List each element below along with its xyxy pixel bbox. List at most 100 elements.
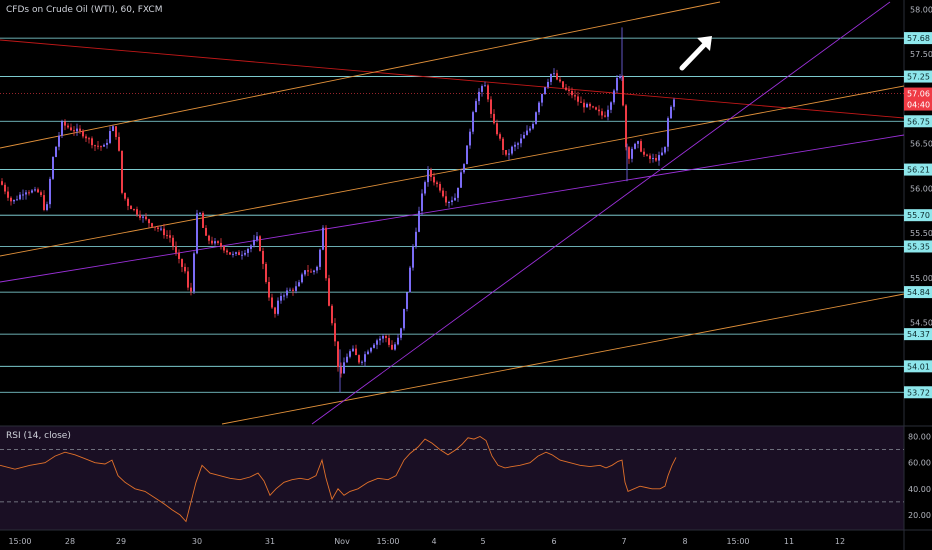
candle-body-172: [517, 143, 519, 145]
candle-body-208: [625, 105, 627, 148]
candle-body-194: [583, 102, 585, 108]
candle-body-72: [217, 241, 219, 243]
candle-body-70: [211, 240, 213, 244]
candle-body-127: [382, 335, 384, 339]
candle-body-78: [235, 252, 237, 254]
candle-body-197: [592, 106, 594, 108]
candle-body-170: [511, 146, 513, 154]
candle-body-2: [7, 191, 9, 198]
price-level-label-4: 55.70: [907, 211, 930, 220]
candle-body-75: [226, 250, 228, 253]
candle-body-131: [394, 344, 396, 350]
rsi-tick-label-1: 60.00: [908, 459, 931, 468]
red-trend-line: [0, 39, 905, 119]
rsi-tick-label-3: 20.00: [908, 511, 931, 520]
candle-body-105: [316, 266, 318, 271]
candle-body-104: [313, 270, 315, 273]
candle-body-119: [358, 355, 360, 363]
candle-body-128: [385, 335, 387, 339]
time-tick-label-13: 11: [784, 537, 794, 546]
time-tick-label-9: 6: [551, 537, 556, 546]
candle-body-222: [667, 118, 669, 147]
candle-body-168: [505, 150, 507, 155]
candle-body-33: [100, 146, 102, 148]
candle-body-134: [403, 308, 405, 329]
candle-body-90: [271, 297, 273, 308]
candle-body-22: [67, 125, 69, 128]
candle-body-160: [481, 86, 483, 92]
candles: [1, 27, 675, 393]
candle-body-98: [295, 286, 297, 291]
time-tick-label-11: 8: [682, 537, 687, 546]
candle-body-0: [1, 181, 3, 185]
candle-body-169: [508, 153, 510, 155]
candle-body-206: [619, 76, 621, 78]
purple-trend-line-2: [311, 1, 891, 425]
candle-body-132: [397, 337, 399, 345]
candle-body-219: [658, 155, 660, 161]
candle-body-25: [76, 128, 78, 132]
candle-body-64: [193, 253, 195, 292]
candle-body-151: [454, 197, 456, 201]
candle-body-82: [247, 248, 249, 253]
candle-body-189: [568, 89, 570, 91]
candle-body-31: [94, 145, 96, 147]
candle-body-180: [541, 94, 543, 103]
candle-body-167: [502, 138, 504, 151]
time-tick-label-1: 28: [65, 537, 75, 546]
candle-body-62: [187, 271, 189, 288]
candle-body-216: [649, 155, 651, 159]
candle-body-9: [28, 192, 30, 194]
candle-body-18: [55, 146, 57, 157]
candle-body-188: [565, 87, 567, 90]
candle-body-139: [418, 210, 420, 232]
candle-body-73: [220, 242, 222, 247]
current-price-label: 57.06: [907, 90, 930, 99]
candle-body-157: [472, 112, 474, 132]
candle-body-27: [82, 130, 84, 137]
candle-body-14: [43, 195, 45, 210]
candle-body-187: [562, 81, 564, 88]
candle-body-23: [70, 127, 72, 131]
candle-body-12: [37, 189, 39, 193]
candle-body-207: [622, 76, 624, 106]
candle-body-162: [487, 85, 489, 100]
rsi-panel-background: [0, 426, 904, 530]
candle-body-214: [643, 151, 645, 155]
candle-body-136: [409, 267, 411, 293]
candle-body-17: [52, 156, 54, 179]
rsi-tick-label-0: 80.00: [908, 433, 931, 442]
candle-body-137: [412, 246, 414, 268]
rsi-axis: 80.00 60.00 40.00 20.00: [908, 433, 931, 520]
candle-body-142: [427, 169, 429, 183]
candle-body-146: [439, 184, 441, 191]
candle-body-166: [499, 134, 501, 139]
candle-body-140: [421, 193, 423, 211]
candle-body-88: [265, 263, 267, 282]
candle-body-123: [370, 347, 372, 352]
candle-body-100: [301, 274, 303, 283]
candle-body-46: [139, 214, 141, 218]
candle-body-96: [289, 289, 291, 291]
candle-body-101: [304, 270, 306, 275]
candle-body-5: [16, 199, 18, 201]
candle-body-204: [613, 90, 615, 103]
candle-body-47: [142, 216, 144, 218]
candle-body-110: [331, 305, 333, 324]
candle-body-211: [634, 143, 636, 149]
chart-title: CFDs on Crude Oil (WTI), 60, FXCM: [6, 5, 163, 15]
candle-body-209: [628, 147, 630, 159]
price-level-label-0: 57.68: [907, 34, 930, 43]
candle-body-133: [400, 328, 402, 338]
candle-body-66: [199, 212, 201, 214]
candle-body-200: [601, 111, 603, 116]
candle-body-52: [157, 227, 159, 229]
candle-body-43: [130, 205, 132, 210]
price-level-label-3: 56.21: [907, 166, 930, 175]
candle-body-95: [286, 290, 288, 296]
candle-body-103: [310, 271, 312, 273]
candle-body-185: [556, 73, 558, 80]
candle-body-154: [463, 164, 465, 173]
price-level-box-5: [904, 240, 932, 253]
